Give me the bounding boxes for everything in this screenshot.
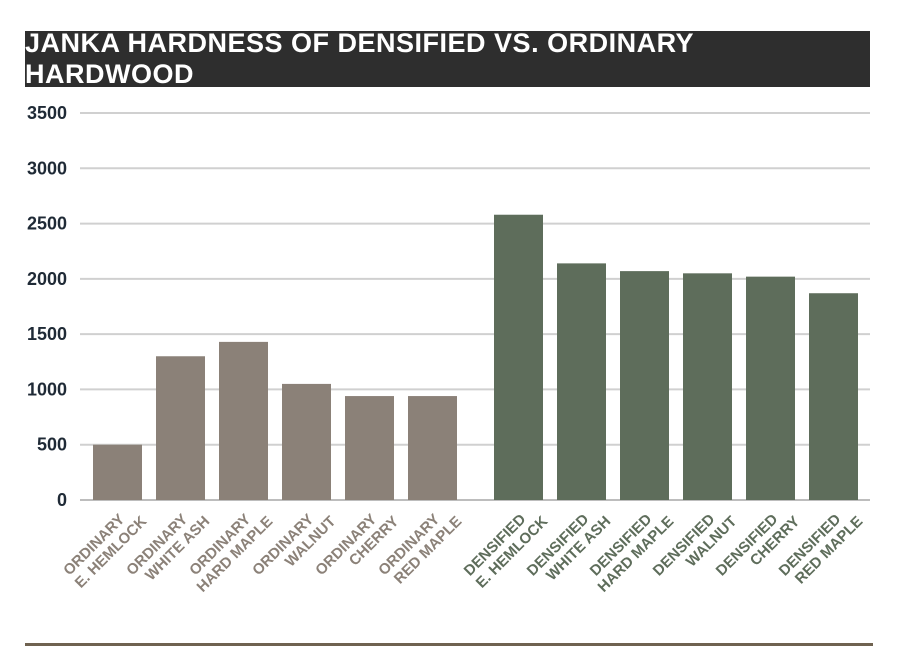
bar-ordinary	[408, 396, 457, 500]
bar-densified	[809, 293, 858, 500]
bar-densified	[620, 271, 669, 500]
bars	[93, 214, 858, 500]
gridlines	[80, 112, 870, 501]
bar-ordinary	[93, 444, 142, 500]
y-tick-label: 2500	[27, 214, 67, 234]
bar-ordinary	[345, 396, 394, 500]
x-tick-label: ORDINARYHARD MAPLE	[181, 501, 276, 596]
y-tick-label: 1000	[27, 379, 67, 399]
bottom-divider	[25, 643, 873, 646]
y-tick-label: 0	[57, 490, 67, 510]
y-tick-label: 3500	[27, 103, 67, 123]
bar-ordinary	[282, 383, 331, 500]
y-tick-label: 3000	[27, 158, 67, 178]
bar-densified	[746, 276, 795, 500]
bar-ordinary	[156, 356, 205, 500]
y-tick-label: 2000	[27, 269, 67, 289]
x-tick-label: DENSIFIEDE. HEMLOCK	[461, 501, 552, 592]
bar-densified	[557, 263, 606, 500]
bar-ordinary	[219, 341, 268, 500]
chart-title: JANKA HARDNESS OF DENSIFIED VS. ORDINARY…	[25, 28, 870, 89]
bar-densified	[494, 214, 543, 500]
x-tick-label: ORDINARYE. HEMLOCK	[60, 501, 151, 592]
x-tick-label: DENSIFIEDHARD MAPLE	[582, 501, 677, 596]
bar-densified	[683, 273, 732, 500]
y-tick-label: 1500	[27, 324, 67, 344]
y-axis-ticks: 0 500 1000 1500 2000 2500 3000 3500	[27, 103, 67, 510]
y-tick-label: 500	[37, 435, 67, 455]
